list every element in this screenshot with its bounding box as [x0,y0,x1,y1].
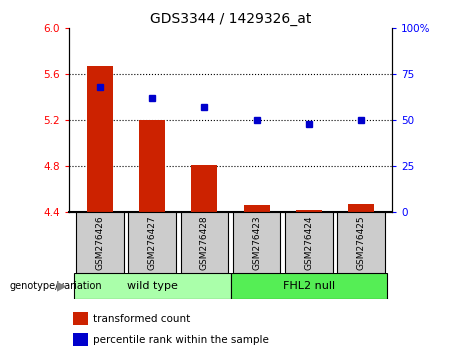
Text: GSM276424: GSM276424 [304,215,313,270]
Text: genotype/variation: genotype/variation [9,281,102,291]
Bar [348,204,373,212]
Bar [337,212,384,273]
Bar [230,273,387,299]
Text: transformed count: transformed count [93,314,190,324]
Text: GSM276426: GSM276426 [96,215,105,270]
Bar [233,212,280,273]
Bar [88,66,113,212]
Bar [129,212,177,273]
Bar [77,212,124,273]
Title: GDS3344 / 1429326_at: GDS3344 / 1429326_at [150,12,311,26]
Bar [139,120,165,212]
Bar [181,212,228,273]
Bar [191,165,218,212]
Bar [243,205,270,212]
Bar [74,273,230,299]
Text: percentile rank within the sample: percentile rank within the sample [93,335,269,345]
Bar [296,210,322,212]
Bar [73,312,88,325]
Text: GSM276427: GSM276427 [148,215,157,270]
Text: GSM276425: GSM276425 [356,215,365,270]
Text: ▶: ▶ [58,279,67,292]
Text: wild type: wild type [127,281,178,291]
Text: GSM276428: GSM276428 [200,215,209,270]
Bar [73,333,88,346]
Text: FHL2 null: FHL2 null [283,281,335,291]
Bar [284,212,332,273]
Text: GSM276423: GSM276423 [252,215,261,270]
